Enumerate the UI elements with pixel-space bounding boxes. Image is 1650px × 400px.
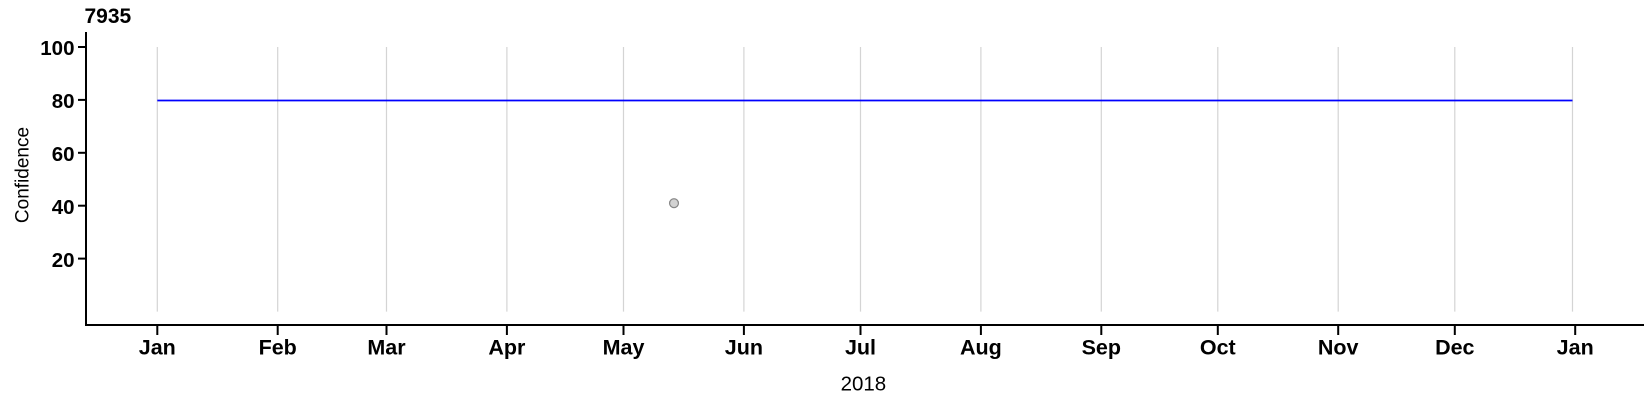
svg-text:Nov: Nov	[1318, 336, 1359, 360]
svg-text:20: 20	[52, 249, 75, 272]
svg-text:80: 80	[52, 90, 75, 113]
svg-text:Feb: Feb	[259, 336, 297, 360]
svg-text:Jan: Jan	[1557, 336, 1594, 360]
svg-text:Dec: Dec	[1435, 336, 1474, 360]
svg-text:Apr: Apr	[488, 336, 526, 360]
svg-text:Jun: Jun	[725, 336, 763, 360]
svg-text:May: May	[603, 336, 645, 360]
svg-text:2018: 2018	[841, 373, 887, 396]
svg-text:100: 100	[40, 37, 74, 60]
svg-text:Jul: Jul	[845, 336, 876, 360]
svg-text:Sep: Sep	[1082, 336, 1121, 360]
svg-text:Oct: Oct	[1200, 336, 1236, 360]
svg-text:Jan: Jan	[139, 336, 176, 360]
svg-text:Mar: Mar	[367, 336, 406, 360]
svg-text:40: 40	[52, 196, 75, 219]
svg-text:7935: 7935	[85, 5, 132, 28]
svg-text:60: 60	[52, 143, 75, 166]
svg-text:Aug: Aug	[960, 336, 1002, 360]
svg-text:Confidence: Confidence	[13, 127, 34, 223]
